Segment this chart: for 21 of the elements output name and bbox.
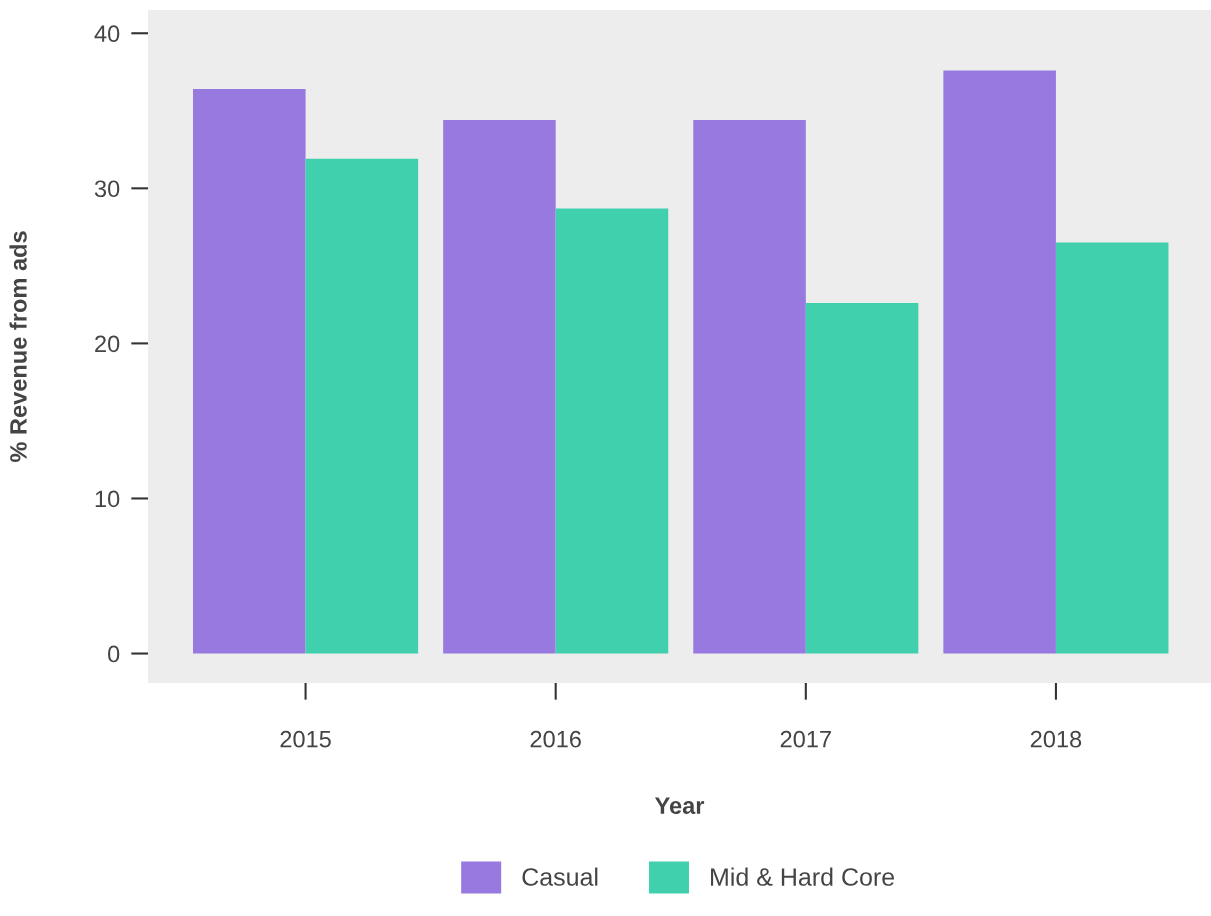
legend-label: Mid & Hard Core [711, 867, 895, 886]
x-tick-label: 2017 [780, 730, 831, 748]
x-tick-label: 2015 [280, 730, 331, 748]
bar [305, 158, 419, 654]
y-tick-label: 30 [94, 180, 120, 198]
bar [943, 70, 1056, 654]
bar [1055, 242, 1169, 654]
y-axis-title: % Revenue from ads [9, 231, 27, 463]
legend-label: Casual [522, 867, 598, 886]
bar [693, 120, 806, 654]
bar [443, 120, 556, 654]
bar [193, 89, 306, 654]
y-tick-label: 10 [95, 490, 120, 508]
bar [805, 303, 919, 654]
y-tick-label: 40 [94, 25, 120, 43]
x-axis-title: Year [654, 797, 705, 815]
bar [555, 208, 669, 654]
x-tick-label: 2016 [530, 730, 581, 748]
x-tick-label: 2018 [1030, 730, 1082, 748]
y-tick-label: 0 [108, 645, 120, 663]
y-tick-label: 20 [95, 335, 120, 353]
